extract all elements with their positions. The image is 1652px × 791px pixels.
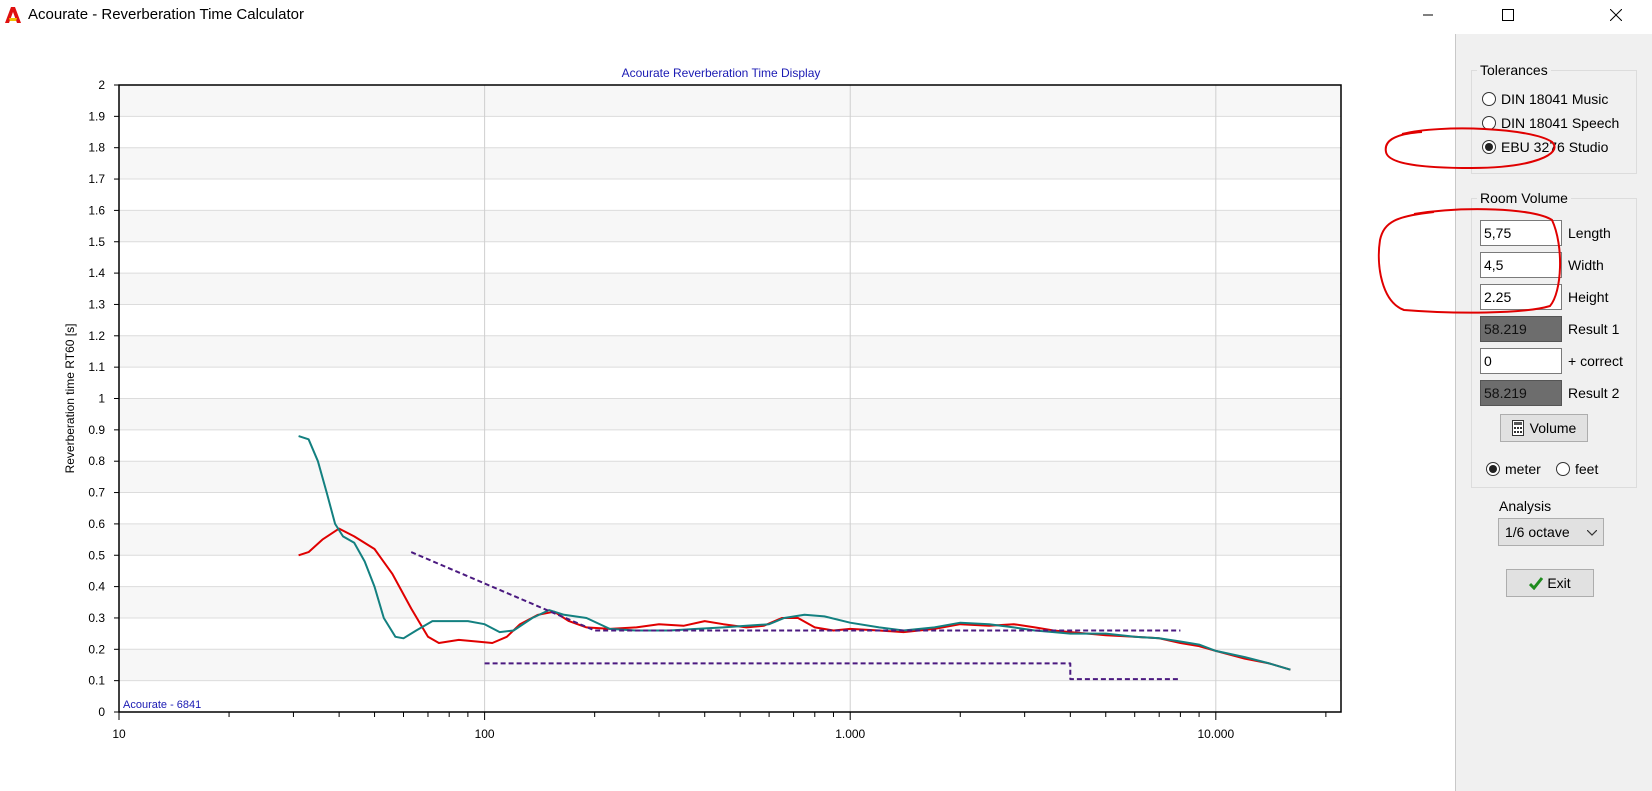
chart-title: Acourate Reverberation Time Display (621, 66, 821, 80)
y-tick-label: 0.2 (88, 642, 105, 656)
y-tick-label: 1.3 (88, 297, 105, 311)
maximize-icon (1502, 9, 1514, 21)
tolerance-line (484, 662, 1181, 681)
y-tick-label: 1 (98, 392, 105, 406)
panel-divider (1455, 34, 1456, 791)
title-bar: Acourate - Reverberation Time Calculator (0, 0, 1652, 30)
length-label: Length (1568, 225, 1611, 241)
unit-label: feet (1575, 461, 1599, 477)
correct-input[interactable] (1480, 348, 1562, 374)
y-tick-label: 1.6 (88, 203, 105, 217)
minimize-button[interactable] (1400, 0, 1456, 30)
tolerances-group (1471, 70, 1637, 174)
room-volume-legend: Room Volume (1477, 190, 1571, 206)
close-icon (1610, 9, 1622, 21)
grid-band (119, 461, 1341, 493)
maximize-button[interactable] (1480, 0, 1536, 30)
y-tick-label: 1.9 (88, 109, 105, 123)
tolerances-legend: Tolerances (1477, 62, 1551, 78)
analysis-select[interactable]: 1/6 octave (1498, 518, 1604, 546)
grid-band (119, 586, 1341, 618)
length-input[interactable] (1480, 220, 1562, 246)
tolerance-option-din-speech[interactable]: DIN 18041 Speech (1482, 115, 1619, 131)
chevron-down-icon (1587, 530, 1597, 536)
chart-watermark: Acourate - 6841 (123, 699, 201, 711)
analysis-selected-value: 1/6 octave (1505, 524, 1570, 540)
radio-icon (1556, 462, 1570, 476)
grid-band (119, 335, 1341, 368)
y-tick-label: 1.1 (88, 360, 105, 374)
y-tick-label: 0.5 (88, 548, 105, 562)
x-tick-label: 10.000 (1197, 727, 1234, 741)
height-input[interactable] (1480, 284, 1562, 310)
acourate-logo-icon (5, 7, 21, 23)
y-tick-label: 1.8 (88, 141, 105, 155)
tolerance-label: EBU 3276 Studio (1501, 139, 1609, 155)
exit-button[interactable]: Exit (1506, 569, 1594, 597)
tolerance-option-ebu-studio[interactable]: EBU 3276 Studio (1482, 139, 1608, 155)
calculator-icon (1511, 420, 1524, 436)
grid-band (119, 147, 1341, 180)
grid-band (119, 649, 1341, 681)
radio-selected-icon (1482, 140, 1496, 154)
y-axis-label: Reverberation time RT60 [s] (63, 324, 77, 474)
y-tick-label: 1.7 (88, 172, 105, 186)
unit-option-feet[interactable]: feet (1556, 461, 1598, 477)
y-tick-label: 1.2 (88, 329, 105, 343)
grid-band (119, 523, 1341, 556)
y-tick-label: 0.6 (88, 517, 105, 531)
y-tick-label: 0.4 (88, 580, 105, 594)
grid-band (119, 273, 1341, 305)
tolerance-option-din-music[interactable]: DIN 18041 Music (1482, 91, 1608, 107)
settings-panel: Tolerances DIN 18041 Music DIN 18041 Spe… (1456, 34, 1652, 791)
window-title: Acourate - Reverberation Time Calculator (28, 6, 304, 23)
y-tick-label: 0.7 (88, 486, 105, 500)
reverberation-chart: 0 0.1 0.2 0.3 0.4 0.5 0.6 0.7 0.8 0.9 1 1.1 1.2 1.3 1.… (63, 78, 1342, 741)
close-button[interactable] (1588, 0, 1644, 30)
unit-label: meter (1505, 461, 1541, 477)
x-tick-label: 1.000 (835, 727, 865, 741)
radio-icon (1482, 116, 1496, 130)
unit-option-meter[interactable]: meter (1486, 461, 1541, 477)
tolerance-label: DIN 18041 Music (1501, 91, 1609, 107)
tolerance-line (410, 551, 1181, 632)
y-tick-label: 1.5 (88, 235, 105, 249)
y-tick-label: 0 (98, 705, 105, 719)
exit-button-label: Exit (1547, 575, 1571, 591)
x-tick-label: 10 (112, 727, 126, 741)
height-label: Height (1568, 289, 1609, 305)
correct-label: + correct (1568, 353, 1623, 369)
volume-button[interactable]: Volume (1500, 414, 1588, 442)
minimize-icon (1423, 14, 1433, 16)
analysis-label: Analysis (1499, 498, 1552, 514)
tolerance-label: DIN 18041 Speech (1501, 115, 1620, 131)
grid-band (119, 85, 1341, 117)
width-input[interactable] (1480, 252, 1562, 278)
volume-button-label: Volume (1529, 420, 1577, 436)
result2-label: Result 2 (1568, 385, 1620, 401)
result1-label: Result 1 (1568, 321, 1620, 337)
grid-band (119, 210, 1341, 242)
x-tick-label: 100 (475, 727, 495, 741)
width-label: Width (1568, 257, 1604, 273)
y-tick-label: 0.1 (88, 674, 105, 688)
y-tick-label: 0.9 (88, 423, 105, 437)
radio-icon (1482, 92, 1496, 106)
y-tick-label: 0.8 (88, 454, 105, 468)
result1-field (1480, 316, 1562, 342)
result2-field (1480, 380, 1562, 406)
grid-band (119, 398, 1341, 430)
y-tick-label: 2 (98, 78, 105, 92)
radio-selected-icon (1486, 462, 1500, 476)
checkmark-icon (1529, 576, 1544, 590)
y-tick-label: 1.4 (88, 266, 105, 280)
y-tick-label: 0.3 (88, 611, 105, 625)
rt60-series-line (298, 435, 1291, 671)
